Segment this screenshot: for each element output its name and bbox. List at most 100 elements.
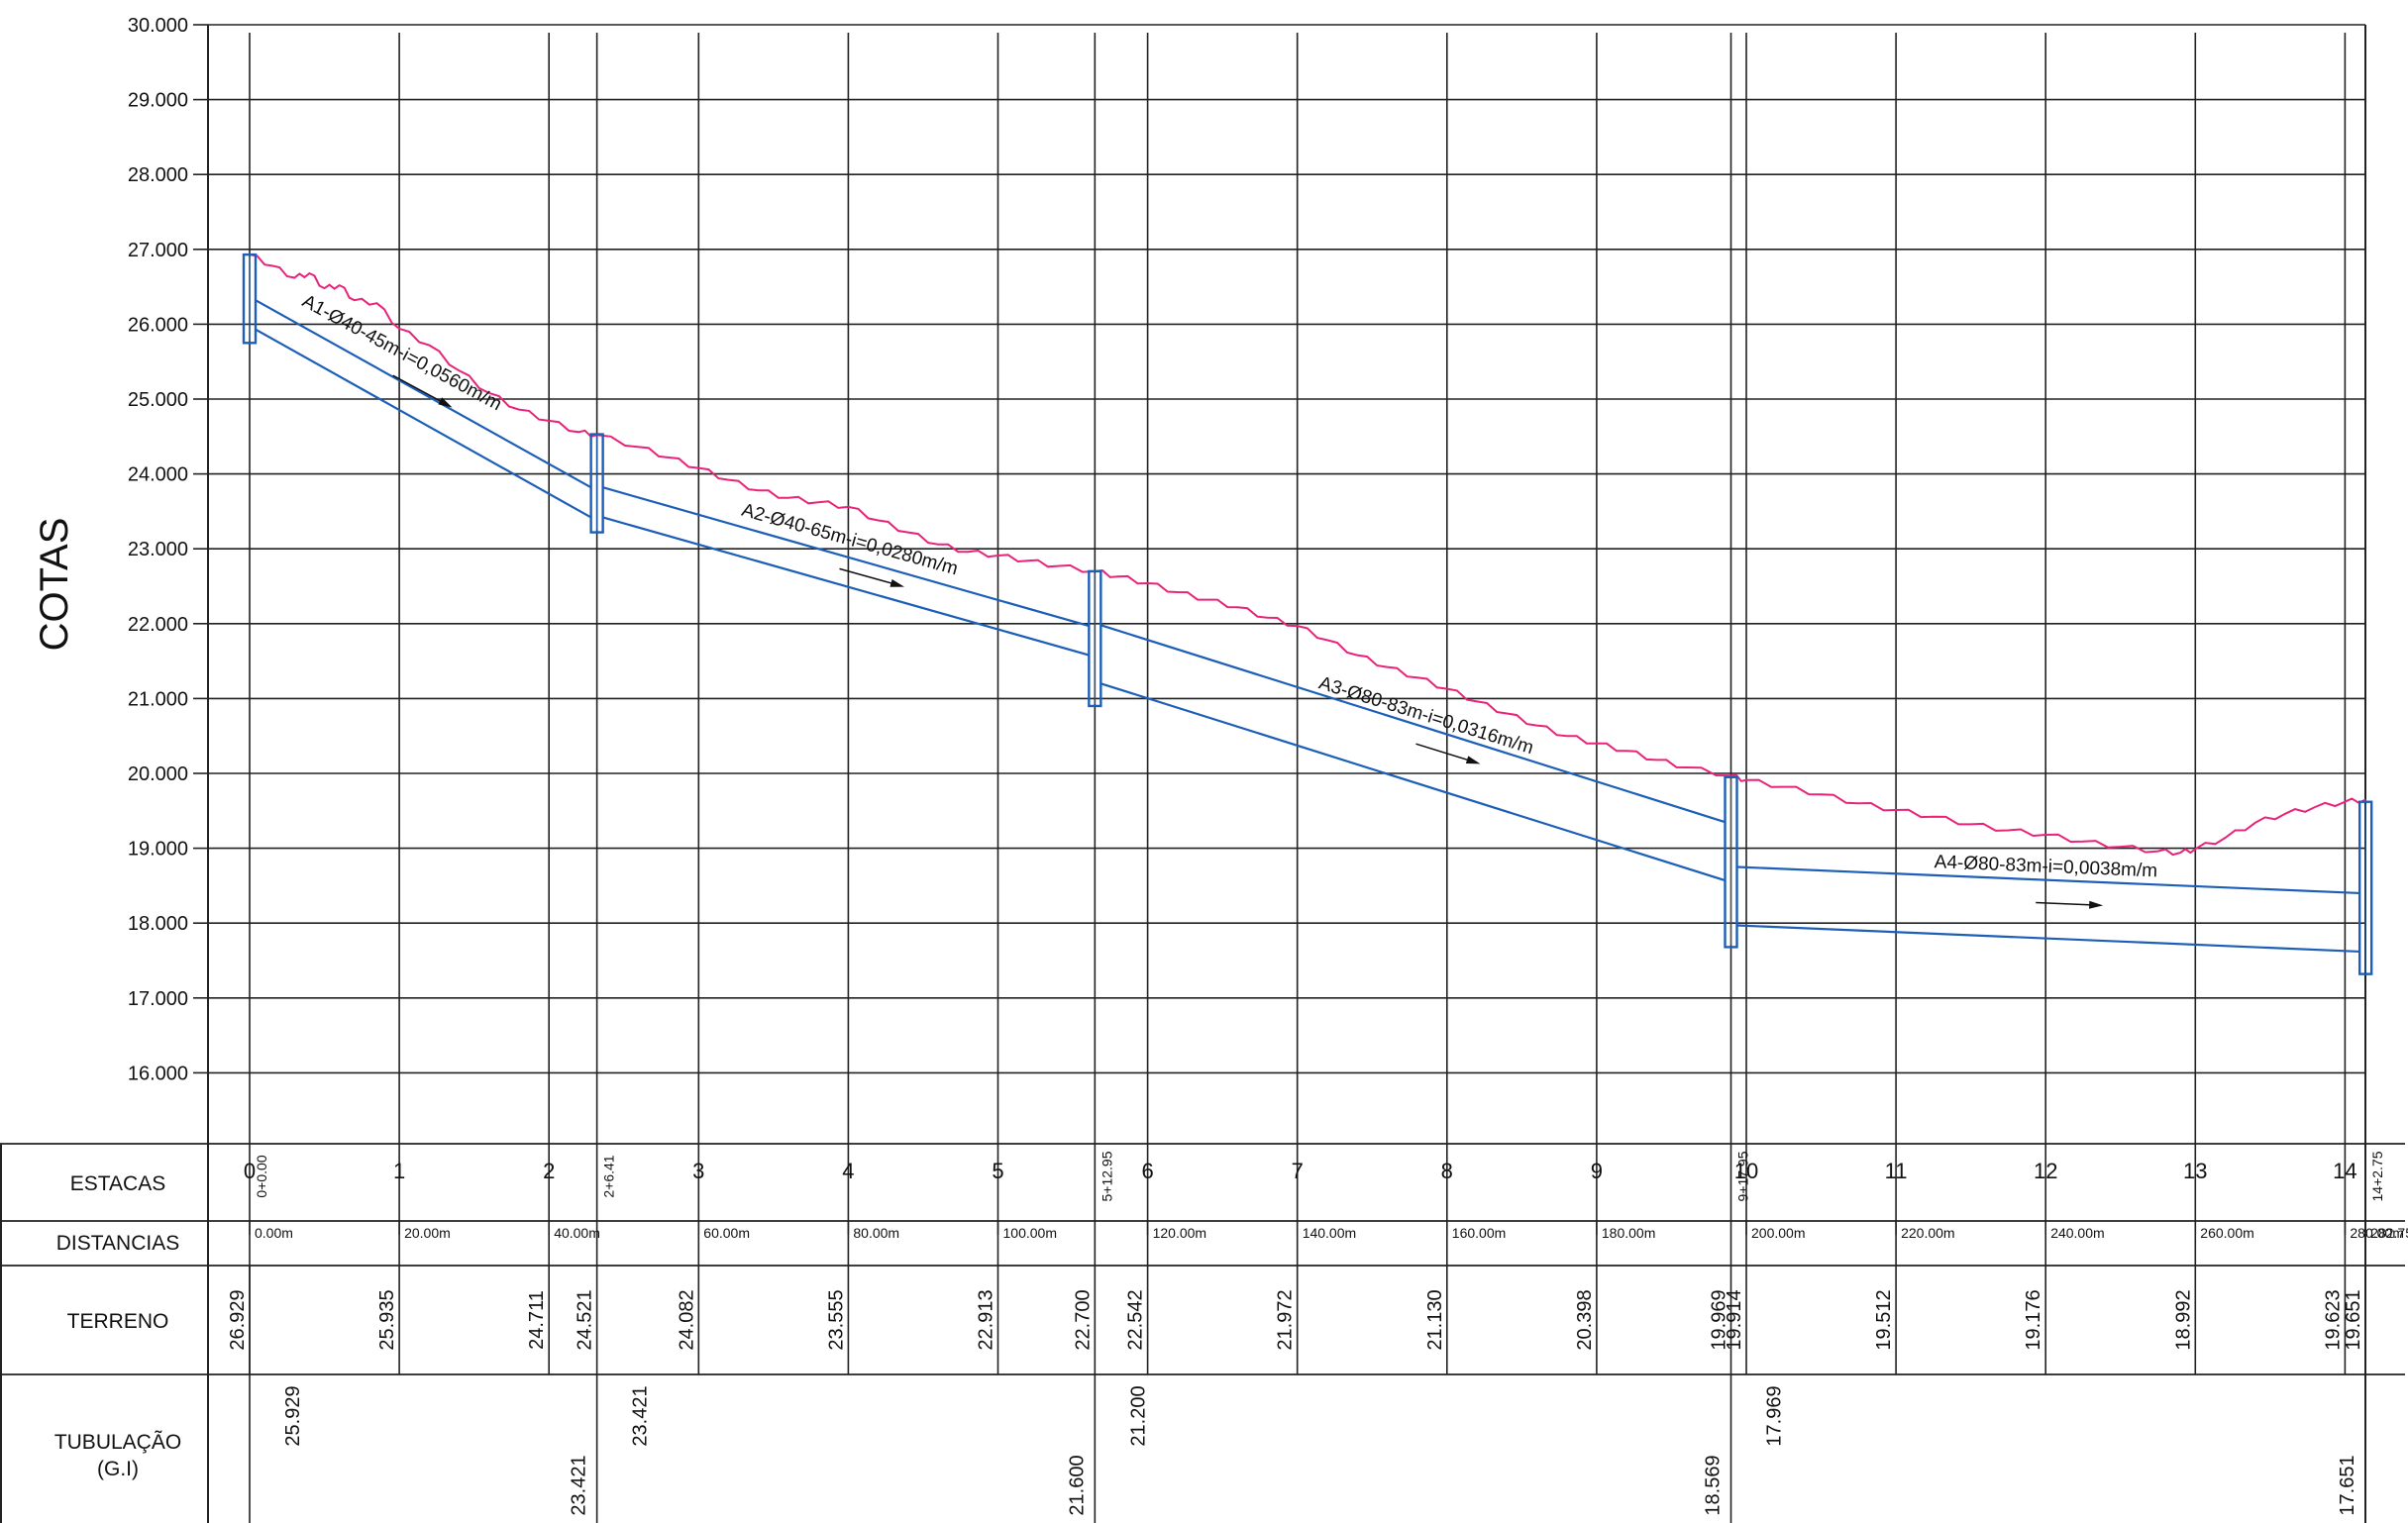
flow-arrow-head bbox=[438, 397, 453, 408]
stake-label: 3 bbox=[692, 1159, 704, 1183]
stake-label: 12 bbox=[2034, 1159, 2057, 1183]
y-tick-label: 25.000 bbox=[128, 389, 188, 411]
terrain-value: 21.130 bbox=[1424, 1289, 1446, 1350]
terrain-value: 26.929 bbox=[227, 1289, 249, 1350]
stake-label: 14 bbox=[2333, 1159, 2356, 1183]
flow-arrow-head bbox=[2089, 900, 2104, 909]
y-tick-label: 26.000 bbox=[128, 314, 188, 336]
stake-label: 10 bbox=[1734, 1159, 1758, 1183]
stake-label: 8 bbox=[1441, 1159, 1453, 1183]
stake-label: 13 bbox=[2183, 1159, 2207, 1183]
terrain-value: 19.176 bbox=[2023, 1289, 2044, 1350]
distance-label: 220.00m bbox=[1901, 1225, 1954, 1241]
y-tick-label: 24.000 bbox=[128, 464, 188, 486]
stake-extra-label: 9+17.95 bbox=[1735, 1151, 1751, 1201]
terrain-value: 22.913 bbox=[976, 1289, 997, 1350]
flow-arrow-head bbox=[890, 579, 905, 587]
distance-label: 140.00m bbox=[1303, 1225, 1356, 1241]
distance-label: 80.00m bbox=[853, 1225, 899, 1241]
stake-label: 1 bbox=[393, 1159, 405, 1183]
terrain-value: 19.623 bbox=[2322, 1289, 2344, 1350]
row-label-terreno: TERRENO bbox=[67, 1310, 169, 1333]
terrain-value: 22.700 bbox=[1072, 1289, 1094, 1350]
y-tick-label: 30.000 bbox=[128, 15, 188, 37]
y-tick-label: 16.000 bbox=[128, 1063, 188, 1084]
flow-arrow-shaft bbox=[2036, 901, 2096, 906]
terrain-value: 24.711 bbox=[526, 1290, 548, 1350]
y-tick-label: 18.000 bbox=[128, 913, 188, 935]
flow-arrow bbox=[839, 567, 905, 587]
manhole bbox=[1088, 569, 1102, 708]
stake-label: 9 bbox=[1591, 1159, 1603, 1183]
y-tick-label: 27.000 bbox=[128, 240, 188, 261]
pipe-crown-line bbox=[255, 299, 592, 489]
pipe-value: 18.569 bbox=[1703, 1455, 1725, 1515]
stake-label: 6 bbox=[1141, 1159, 1153, 1183]
manhole bbox=[242, 253, 258, 345]
pipe-value: 21.200 bbox=[1127, 1385, 1149, 1446]
labels: A1-Ø40-45m-i=0,0560m/m A2-Ø40-65m-i=0,028… bbox=[298, 291, 2157, 909]
y-tick-label: 21.000 bbox=[128, 688, 188, 710]
data-table: 0 1 2 3 4 5 6 7 8 9 10 11 12 13 140+0.00 2+6.41 5+12.95 9… bbox=[0, 1143, 2408, 1523]
pipe-value: 17.969 bbox=[1764, 1385, 1786, 1446]
distance-label: 120.00m bbox=[1153, 1225, 1206, 1241]
pipe-value: 21.600 bbox=[1066, 1455, 1088, 1515]
distance-label: 0.00m bbox=[255, 1225, 293, 1241]
distance-label: 282.75 bbox=[2370, 1225, 2408, 1241]
terrain-value: 18.992 bbox=[2172, 1289, 2194, 1350]
terrain-line bbox=[249, 254, 2366, 857]
terrain-value: 19.512 bbox=[1873, 1289, 1895, 1350]
pipe-value: 17.651 bbox=[2337, 1455, 2358, 1515]
pipes bbox=[255, 299, 2360, 954]
pipe-invert-line bbox=[255, 328, 592, 519]
distance-label: 20.00m bbox=[404, 1225, 451, 1241]
terrain-value: 24.082 bbox=[676, 1289, 697, 1350]
pipe-invert-line bbox=[1736, 924, 2360, 954]
stake-label: 5 bbox=[992, 1159, 1003, 1183]
distance-label: 160.00m bbox=[1452, 1225, 1506, 1241]
stake-label: 11 bbox=[1885, 1159, 1908, 1183]
flow-arrow bbox=[392, 374, 453, 408]
row-label-estacas: ESTACAS bbox=[70, 1172, 165, 1195]
stake-label: 2 bbox=[543, 1159, 555, 1183]
flow-arrow bbox=[2036, 900, 2104, 909]
stake-extra-label: 2+6.41 bbox=[601, 1155, 617, 1197]
pipe-invert-line bbox=[602, 516, 1090, 657]
terrain-value: 24.521 bbox=[575, 1289, 596, 1350]
y-tick-label: 23.000 bbox=[128, 539, 188, 560]
row-label-distancias: DISTANCIAS bbox=[56, 1232, 179, 1255]
row-label-tubulacao-sub: (G.I) bbox=[97, 1458, 139, 1480]
pipe-crown-line bbox=[1736, 865, 2360, 895]
pipe-invert-line bbox=[1100, 682, 1726, 882]
stake-label: 4 bbox=[842, 1159, 854, 1183]
flow-arrow bbox=[1415, 743, 1481, 764]
distance-label: 260.00m bbox=[2200, 1225, 2253, 1241]
flow-arrow-head bbox=[1465, 756, 1481, 764]
distance-label: 200.00m bbox=[1751, 1225, 1805, 1241]
pipe-value: 23.421 bbox=[630, 1385, 652, 1446]
terrain-value: 19.969 bbox=[1709, 1289, 1730, 1350]
stake-label: 7 bbox=[1292, 1159, 1304, 1183]
pipe-crown-line bbox=[1100, 624, 1726, 824]
terrain-value: 21.972 bbox=[1275, 1289, 1297, 1350]
stake-extra-label: 0+0.00 bbox=[254, 1155, 269, 1197]
distance-label: 240.00m bbox=[2050, 1225, 2104, 1241]
pipe-label: A3-Ø80-83m-i=0,0316m/m bbox=[1316, 672, 1536, 759]
y-tick-label: 19.000 bbox=[128, 839, 188, 861]
y-tick-label: 20.000 bbox=[128, 763, 188, 785]
distance-label: 100.00m bbox=[1003, 1225, 1057, 1241]
manholes bbox=[242, 253, 2373, 975]
distance-label: 60.00m bbox=[703, 1225, 750, 1241]
pipe-crown-line bbox=[602, 486, 1090, 628]
y-tick-label: 28.000 bbox=[128, 164, 188, 186]
pipe-label: A1-Ø40-45m-i=0,0560m/m bbox=[298, 291, 504, 415]
manhole bbox=[2357, 800, 2373, 975]
y-tick-label: 29.000 bbox=[128, 90, 188, 112]
pipe-value: 25.929 bbox=[282, 1385, 304, 1446]
flow-arrow-shaft bbox=[839, 567, 897, 586]
flow-arrow-shaft bbox=[392, 374, 446, 405]
terrain-value: 23.555 bbox=[825, 1289, 847, 1350]
manhole bbox=[1724, 775, 1738, 949]
terrain-value: 19.651 bbox=[2343, 1289, 2364, 1350]
y-axis-title: COTAS bbox=[33, 518, 76, 652]
